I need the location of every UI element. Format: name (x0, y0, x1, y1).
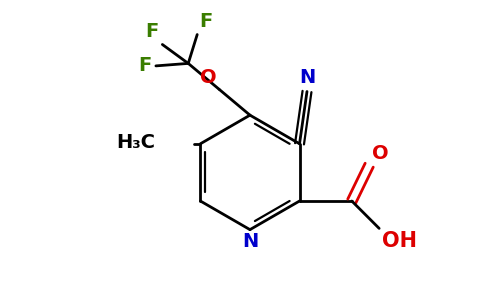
Text: O: O (200, 68, 217, 87)
Text: F: F (139, 56, 152, 75)
Text: F: F (145, 22, 158, 40)
Text: OH: OH (382, 231, 417, 251)
Text: N: N (242, 232, 258, 251)
Text: O: O (372, 144, 388, 163)
Text: F: F (200, 12, 213, 31)
Text: N: N (299, 68, 315, 86)
Text: H₃C: H₃C (117, 133, 155, 152)
